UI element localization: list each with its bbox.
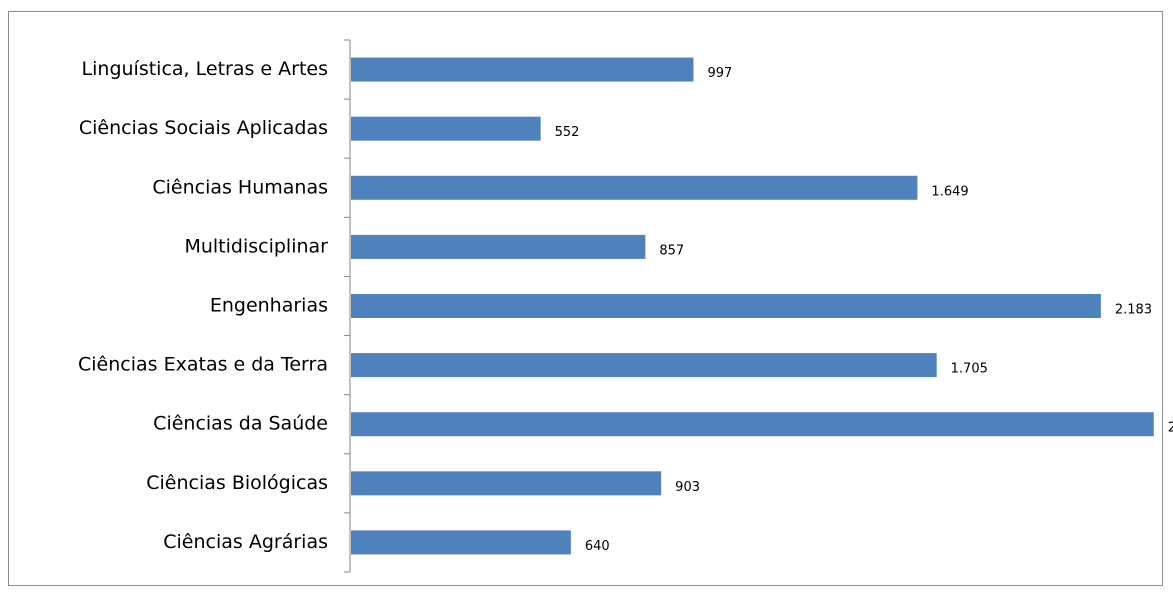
category-label: Engenharias xyxy=(210,295,328,317)
value-labels: 997 552 1.649 857 2.183 1.705 2.337 903 640 xyxy=(555,66,1173,554)
value-label: 1.649 xyxy=(931,184,968,199)
value-label: 640 xyxy=(585,539,610,554)
value-label: 903 xyxy=(675,480,700,495)
bar xyxy=(351,175,918,200)
category-label: Multidisciplinar xyxy=(184,235,328,257)
value-label: 857 xyxy=(659,243,684,258)
category-label: Ciências da Saúde xyxy=(153,413,328,435)
value-label: 552 xyxy=(555,125,580,140)
category-label: Ciências Biológicas xyxy=(146,472,328,494)
category-label: Ciências Sociais Aplicadas xyxy=(79,117,328,139)
bars xyxy=(351,57,1154,555)
bar xyxy=(351,471,662,496)
category-labels: Linguística, Letras e Artes Ciências Soci… xyxy=(78,58,328,553)
bar xyxy=(351,116,541,141)
bar xyxy=(351,294,1101,318)
bar xyxy=(351,412,1154,437)
category-label: Linguística, Letras e Artes xyxy=(82,58,328,80)
bar xyxy=(351,353,937,378)
category-label: Ciências Agrárias xyxy=(163,531,328,553)
y-axis-ticks xyxy=(344,39,350,573)
value-label: 2.337 xyxy=(1168,421,1173,436)
value-label: 2.183 xyxy=(1115,303,1152,318)
category-label: Ciências Exatas e da Terra xyxy=(78,354,328,376)
bar xyxy=(351,234,646,259)
bar xyxy=(351,530,571,555)
value-label: 1.705 xyxy=(951,362,988,377)
bar xyxy=(351,57,694,82)
category-label: Ciências Humanas xyxy=(152,176,328,198)
value-label: 997 xyxy=(707,66,732,81)
